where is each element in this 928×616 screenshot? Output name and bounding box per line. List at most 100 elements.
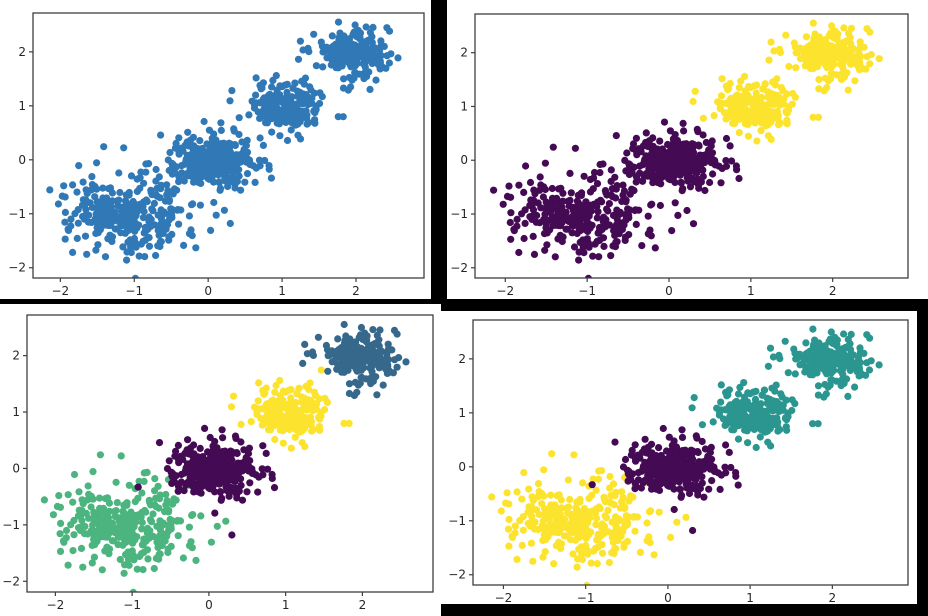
- data-point: [734, 481, 742, 489]
- data-point: [296, 37, 304, 45]
- data-point: [271, 403, 279, 411]
- data-point: [774, 427, 782, 435]
- data-point: [775, 400, 783, 408]
- data-point: [591, 240, 599, 248]
- scatter-points: [488, 325, 883, 585]
- data-point: [188, 458, 197, 466]
- data-point: [548, 184, 556, 193]
- data-point: [722, 134, 731, 143]
- data-point: [698, 421, 706, 429]
- data-point: [504, 525, 513, 533]
- data-point: [612, 194, 620, 202]
- data-point: [268, 470, 276, 479]
- data-point: [215, 151, 223, 159]
- data-point: [539, 536, 547, 544]
- data-point: [211, 480, 219, 488]
- data-point: [218, 494, 226, 502]
- data-point: [389, 369, 397, 377]
- data-point: [90, 553, 98, 561]
- data-point: [268, 128, 276, 136]
- data-point: [155, 173, 163, 181]
- data-point: [840, 24, 848, 32]
- data-point: [369, 326, 377, 334]
- y-tick-label: −1: [450, 207, 468, 221]
- data-point: [641, 458, 649, 466]
- data-point: [205, 126, 213, 134]
- data-point: [156, 238, 164, 246]
- data-point: [288, 112, 296, 120]
- data-point: [774, 111, 782, 119]
- data-point: [748, 106, 756, 114]
- data-point: [699, 114, 707, 122]
- data-point: [754, 407, 762, 415]
- data-point: [335, 33, 343, 42]
- data-point: [46, 186, 54, 194]
- data-point: [532, 506, 541, 514]
- data-point: [319, 63, 327, 71]
- data-point: [230, 125, 238, 133]
- data-point: [324, 367, 332, 375]
- data-point: [763, 399, 771, 407]
- data-point: [129, 588, 137, 592]
- data-point: [189, 200, 197, 208]
- data-point: [726, 142, 734, 150]
- data-point: [520, 188, 528, 196]
- data-point: [235, 166, 243, 174]
- data-point: [631, 527, 639, 535]
- data-point: [611, 173, 619, 181]
- data-point: [610, 501, 618, 509]
- data-point: [82, 509, 90, 517]
- data-point: [630, 513, 638, 521]
- data-point: [221, 177, 229, 185]
- data-point: [123, 248, 131, 256]
- data-point: [695, 184, 703, 192]
- data-point: [575, 496, 584, 504]
- data-point: [747, 83, 755, 91]
- data-point: [508, 532, 516, 540]
- data-point: [698, 437, 706, 446]
- data-point: [645, 137, 654, 145]
- data-point: [243, 488, 251, 496]
- data-point: [656, 455, 664, 463]
- data-point: [768, 384, 776, 392]
- data-point: [863, 25, 871, 33]
- data-point: [715, 411, 723, 419]
- data-point: [571, 207, 579, 216]
- data-point: [646, 457, 654, 465]
- data-point: [189, 164, 197, 172]
- data-point: [693, 125, 701, 133]
- data-point: [350, 74, 358, 82]
- data-point: [507, 209, 515, 217]
- data-point: [834, 30, 842, 38]
- data-point: [820, 87, 828, 95]
- data-point: [677, 152, 685, 160]
- data-point: [593, 560, 601, 568]
- data-point: [624, 470, 632, 478]
- data-point: [722, 157, 730, 165]
- data-point: [629, 145, 637, 153]
- data-point: [210, 170, 218, 178]
- data-point: [228, 476, 236, 484]
- scatter-panel-top-left: −2 −1 0 1 2 −2 −1 0 1 2: [0, 0, 431, 299]
- data-point: [839, 45, 847, 54]
- data-point: [557, 544, 565, 552]
- data-point: [612, 238, 620, 246]
- data-point: [179, 554, 187, 562]
- data-point: [690, 148, 698, 157]
- data-point: [80, 530, 89, 538]
- data-point: [502, 499, 510, 507]
- data-point: [218, 426, 226, 434]
- data-point: [145, 213, 153, 221]
- data-point: [600, 213, 608, 221]
- data-point: [184, 128, 192, 136]
- data-point: [382, 64, 390, 72]
- data-point: [277, 411, 285, 419]
- data-point: [255, 473, 263, 481]
- data-point: [204, 448, 212, 456]
- data-point: [638, 242, 646, 250]
- data-point: [142, 196, 150, 204]
- data-point: [679, 119, 687, 127]
- data-point: [579, 479, 587, 487]
- y-tick-label: 1: [460, 99, 468, 113]
- data-point: [344, 39, 352, 47]
